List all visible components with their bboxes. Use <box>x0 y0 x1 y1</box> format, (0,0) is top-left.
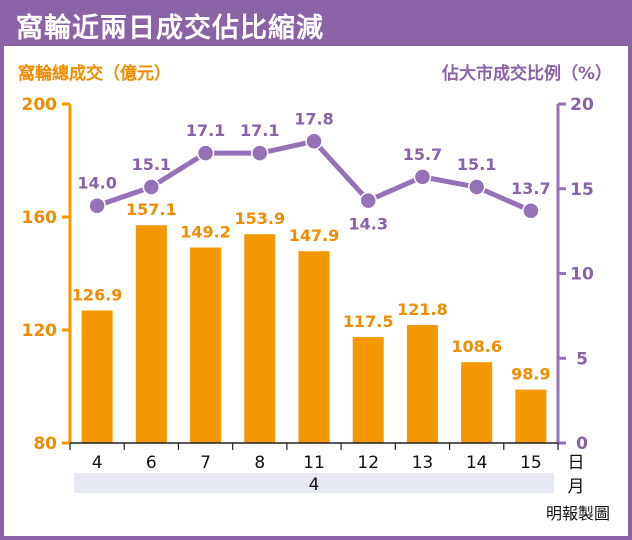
right-axis-tick-label: 10 <box>570 265 594 285</box>
percentage-label: 17.1 <box>186 121 225 140</box>
percentage-label: 14.3 <box>348 215 387 234</box>
right-axis-tick-label: 20 <box>570 95 594 115</box>
percentage-point <box>413 168 432 186</box>
bar <box>190 247 222 443</box>
bar-value-label: 149.2 <box>180 223 231 242</box>
percentage-point <box>142 178 161 196</box>
bar <box>406 324 438 443</box>
month-unit: 月 <box>568 477 585 497</box>
bar <box>135 225 167 443</box>
right-axis-tick-label: 15 <box>570 180 594 200</box>
x-axis-tick-label: 8 <box>254 453 265 473</box>
bar <box>515 389 547 443</box>
bar <box>352 337 384 443</box>
title-bar: 窩輪近兩日成交佔比縮減 <box>0 0 632 46</box>
x-axis-tick-label: 4 <box>92 453 103 473</box>
bar <box>298 251 330 443</box>
x-axis-tick-label: 11 <box>303 453 325 473</box>
x-axis-tick-label: 15 <box>520 453 542 473</box>
month-band <box>74 473 554 493</box>
source-credit: 明報製圖 <box>545 504 610 523</box>
bar-value-label: 147.9 <box>289 226 340 245</box>
x-axis-tick-label: 14 <box>466 453 488 473</box>
x-axis-unit: 日 <box>568 453 585 473</box>
percentage-label: 14.0 <box>77 174 116 193</box>
percentage-point <box>305 132 323 151</box>
x-axis-tick-label: 6 <box>146 453 157 473</box>
percentage-point <box>251 144 269 162</box>
x-axis-tick-label: 7 <box>200 453 211 473</box>
bar-value-label: 153.9 <box>234 209 285 228</box>
left-axis-tick-label: 160 <box>22 208 58 228</box>
left-axis-tick-label: 120 <box>22 321 58 341</box>
percentage-point <box>359 191 377 210</box>
percentage-label: 17.1 <box>240 121 279 140</box>
bar <box>81 310 113 443</box>
bar-value-label: 126.9 <box>72 286 123 305</box>
right-axis-tick-label: 0 <box>576 434 588 454</box>
x-axis-tick-label: 12 <box>357 453 379 473</box>
bar-value-label: 98.9 <box>511 365 550 384</box>
right-axis-tick-label: 5 <box>576 349 588 369</box>
chart-title: 窩輪近兩日成交佔比縮減 <box>16 13 324 44</box>
percentage-label: 15.7 <box>403 145 442 164</box>
bar-value-label: 157.1 <box>126 200 177 219</box>
percentage-label: 15.1 <box>132 155 171 174</box>
percentage-label: 13.7 <box>511 179 550 198</box>
bar-value-label: 117.5 <box>343 312 394 331</box>
percentage-point <box>467 178 486 196</box>
left-axis-tick-label: 80 <box>33 434 57 454</box>
percentage-point <box>196 144 215 162</box>
bar <box>244 234 276 443</box>
bar-value-label: 108.6 <box>451 337 502 356</box>
bar-value-label: 121.8 <box>397 300 448 319</box>
month-label: 4 <box>309 475 320 495</box>
x-axis-tick-label: 13 <box>412 453 434 473</box>
percentage-label: 15.1 <box>457 155 496 174</box>
percentage-label: 17.8 <box>294 109 333 128</box>
percentage-point <box>522 202 540 220</box>
left-axis-tick-label: 200 <box>22 95 58 115</box>
left-axis-title: 窩輪總成交（億元） <box>18 64 171 84</box>
percentage-point <box>88 196 106 215</box>
right-axis-title: 佔大市成交比例（%） <box>441 64 612 84</box>
bar <box>461 362 493 443</box>
